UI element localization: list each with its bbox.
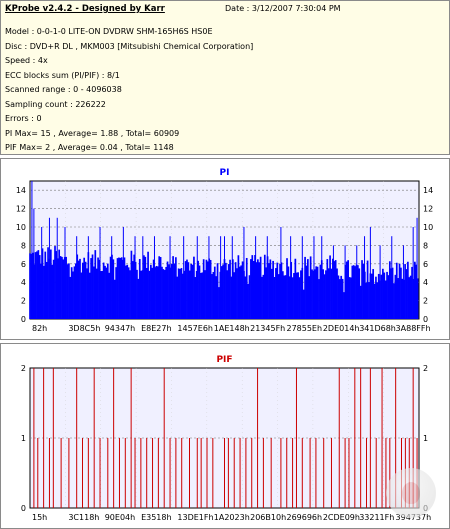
y-tick-label-left: 6 (21, 260, 26, 269)
x-tick-label: 3C118h (68, 513, 99, 522)
y-tick-label-left: 10 (16, 223, 26, 232)
x-tick-label: 90E04h (105, 513, 135, 522)
x-tick-label: 94347h (105, 324, 136, 333)
x-tick-label: 33211Fh (359, 513, 394, 522)
x-tick-label: 3A88FFh (396, 324, 431, 333)
y-tick-label-left: 0 (21, 504, 26, 513)
info-sampling-count: Sampling count : 226222 (5, 99, 106, 109)
x-tick-label: 3D8C5h (68, 324, 100, 333)
pi-chart: PI 0 0 2 2 4 4 6 6 8 8 10 10 12 12 14 14 82h 3D8C5h 94347h E… (16, 168, 433, 333)
y-tick-label-left: 2 (21, 297, 26, 306)
y-tick-label-left: 12 (16, 205, 26, 214)
y-tick-label-left: 14 (16, 186, 26, 195)
info-model: Model : 0-0-1-0 LITE-ON DVDRW SHM-165H6S… (5, 27, 213, 36)
scan-date: Date : 3/12/2007 7:30:04 PM (225, 4, 341, 13)
x-tick-label: 13DE1Fh (177, 513, 213, 522)
x-tick-label: 2DE014h (323, 324, 360, 333)
y-tick-label-left: 2 (21, 364, 26, 373)
x-tick-label: E3518h (141, 513, 171, 522)
info-ecc-blocks: ECC blocks sum (PI/PIF) : 8/1 (5, 70, 120, 80)
x-tick-label: 27855Eh (286, 324, 322, 333)
bars-group (33, 368, 418, 508)
y-tick-label-right: 12 (423, 205, 433, 214)
watermark-logo (386, 468, 436, 518)
y-tick-label-left: 0 (21, 315, 26, 324)
x-tick-label: 1A2023h (214, 513, 250, 522)
bars-group (29, 181, 419, 319)
x-tick-label: 1AE148h (214, 324, 250, 333)
app-title: KProbe v2.4.2 - Designed by Karr (5, 4, 165, 14)
x-tick-label: 2CDE09h (323, 513, 360, 522)
x-tick-label: 206B10h (250, 513, 286, 522)
info-speed: Speed : 4x (5, 56, 48, 65)
y-tick-label-left: 1 (21, 434, 26, 443)
y-tick-label-right: 2 (423, 297, 428, 306)
info-errors: Errors : 0 (5, 114, 42, 123)
y-tick-label-left: 8 (21, 241, 26, 250)
pi-chart-frame: PI 0 0 2 2 4 4 6 6 8 8 10 10 12 12 14 14 82h 3D8C5h 94347h E… (0, 158, 450, 340)
pif-chart-frame: PIF00112215h3C118h90E04hE3518h13DE1Fh1A2… (0, 343, 450, 529)
y-tick-label-right: 6 (423, 260, 428, 269)
y-tick-label-right: 10 (423, 223, 433, 232)
y-tick-label-right: 14 (423, 186, 433, 195)
x-tick-label: 1457E6h (177, 324, 213, 333)
y-tick-label-right: 0 (423, 315, 428, 324)
info-panel: KProbe v2.4.2 - Designed by Karr Date : … (0, 0, 450, 155)
x-tick-label: 15h (32, 513, 47, 522)
x-tick-label: E8E27h (141, 324, 171, 333)
y-tick-label-right: 2 (423, 364, 428, 373)
y-tick-label-right: 4 (423, 278, 428, 287)
pif-chart: PIF00112215h3C118h90E04hE3518h13DE1Fh1A2… (21, 355, 431, 522)
x-tick-label: 21345Fh (250, 324, 285, 333)
chart-title: PI (220, 168, 230, 178)
info-pif-summary: PIF Max= 2 , Average= 0.04 , Total= 1148 (5, 143, 174, 152)
info-scanned-range: Scanned range : 0 - 4096038 (5, 85, 122, 94)
x-tick-label: 341D68h (359, 324, 396, 333)
x-tick-label: 269696h (286, 513, 322, 522)
y-tick-label-right: 1 (423, 434, 428, 443)
y-tick-label-right: 8 (423, 241, 428, 250)
info-lines: Model : 0-0-1-0 LITE-ON DVDRW SHM-165H6S… (5, 25, 253, 156)
y-tick-label-left: 4 (21, 278, 26, 287)
chart-title: PIF (216, 355, 232, 365)
info-disc: Disc : DVD+R DL , MKM003 [Mitsubishi Che… (5, 41, 254, 51)
info-pi-summary: PI Max= 15 , Average= 1.88 , Total= 6090… (5, 128, 180, 138)
x-tick-label: 82h (32, 324, 47, 333)
